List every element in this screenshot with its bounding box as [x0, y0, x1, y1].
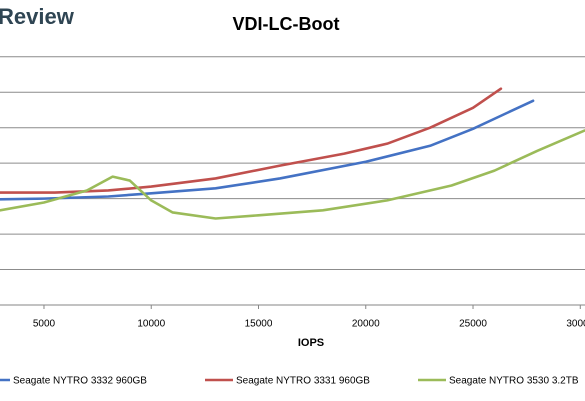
series-line [0, 87, 503, 194]
series-line [0, 99, 535, 201]
x-axis-label: IOPS [298, 337, 324, 349]
legend-label: Seagate NYTRO 3331 960GB [236, 376, 370, 387]
legend-label: Seagate NYTRO 3332 960GB [13, 376, 147, 387]
x-tick-label: 5000 [33, 319, 56, 330]
legend: Seagate NYTRO 3332 960GB Seagate NYTRO 33… [0, 376, 579, 387]
logo: Review [0, 4, 75, 29]
x-tick-label: 10000 [137, 319, 165, 330]
x-tick-label: 30000 [566, 319, 585, 330]
series-line [0, 129, 585, 220]
x-tick-label: 20000 [352, 319, 380, 330]
legend-label: Seagate NYTRO 3530 3.2TB [449, 376, 579, 387]
x-tick-label: 15000 [245, 319, 273, 330]
grid: 5000 10000 15000 20000 25000 30000 [0, 56, 585, 330]
x-tick-label: 25000 [459, 319, 487, 330]
plot-area [0, 87, 585, 220]
chart-title: VDI-LC-Boot [233, 14, 340, 34]
